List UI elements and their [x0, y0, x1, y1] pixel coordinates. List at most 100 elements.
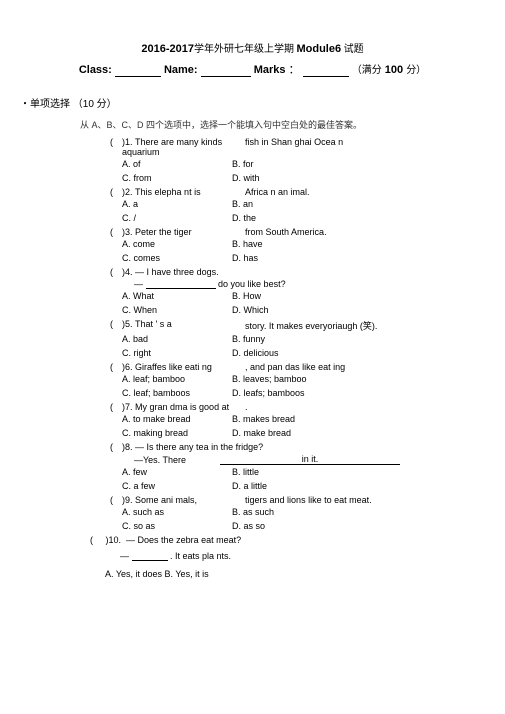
question-4: ( )4. — I have three dogs.: [110, 267, 455, 277]
paren: (: [110, 137, 122, 147]
opt-c: C. When: [122, 305, 232, 315]
opt-a: A. of: [122, 159, 232, 169]
fullmarks-num: 100: [385, 64, 403, 76]
q-num: )8.: [122, 442, 133, 452]
q-stem-c: aquarium: [122, 147, 455, 157]
opt-c: C. comes: [122, 253, 232, 263]
question-7: ( )7. My gran dma is good at .: [110, 402, 455, 412]
options-row: C. fromD. with: [122, 173, 455, 183]
question-10: ( )10. — Does the zebra eat meat?: [90, 535, 455, 545]
opt-d: D. with: [232, 173, 382, 183]
opt-b: B. little: [232, 467, 382, 477]
q-num: )3.: [122, 227, 133, 237]
dash: —: [120, 551, 129, 561]
q-num: )10.: [106, 535, 122, 545]
opt-d: D. leafs; bamboos: [232, 388, 382, 398]
options-row: C. a fewD. a little: [122, 481, 455, 491]
opt-d: D. the: [232, 213, 382, 223]
q-stem-a: — Is there any tea in the fridge?: [135, 442, 263, 452]
title-tail: 试题: [344, 44, 364, 55]
options-row: A. ofB. for: [122, 159, 455, 169]
blank-line: [146, 280, 216, 289]
opt-a: A. Yes, it does B. Yes, it is: [105, 569, 209, 579]
opt-d: D. Which: [232, 305, 382, 315]
class-blank: [115, 66, 161, 77]
opt-c: C. leaf; bamboos: [122, 388, 232, 398]
q-stem-b: fish in Shan ghai Ocea n: [245, 137, 343, 147]
section-instruction: 从 A、B、C、D 四个选项中，选择一个能填入句中空白处的最佳答案。: [80, 118, 455, 131]
name-blank: [201, 66, 251, 77]
blank-line: [132, 552, 168, 561]
question-2: ( )2. This elepha nt is Africa n an imal…: [110, 187, 455, 197]
opt-c: C. so as: [122, 521, 232, 531]
paren: (: [110, 267, 122, 277]
opt-b: B. funny: [232, 334, 382, 344]
q10-opts: A. Yes, it does B. Yes, it is: [105, 569, 455, 579]
opt-b: B. makes bread: [232, 414, 382, 424]
options-row: A. aB. an: [122, 199, 455, 209]
q-num: )1.: [122, 137, 133, 147]
opt-d: D. delicious: [232, 348, 382, 358]
options-row: A. badB. funny: [122, 334, 455, 344]
q4-sub: — do you like best?: [134, 279, 455, 289]
sub-a: —Yes. There: [134, 455, 220, 465]
opt-a: A. few: [122, 467, 232, 477]
q-stem-a: Giraffes like eati ng: [135, 362, 245, 372]
options-row: A. leaf; bambooB. leaves; bamboo: [122, 374, 455, 384]
q-num: )9.: [122, 495, 133, 505]
q-num: )5.: [122, 319, 133, 332]
marks-blank: [303, 66, 349, 77]
colon: ：: [289, 64, 300, 76]
question-6: ( )6. Giraffes like eati ng , and pan da…: [110, 362, 455, 372]
sub-b: in it.: [302, 454, 319, 464]
opt-a: A. bad: [122, 334, 232, 344]
sub-tail: do you like best?: [218, 279, 286, 289]
q-stem-a: Some ani mals,: [135, 495, 245, 505]
paren: (: [110, 319, 122, 329]
exam-title: 2016-2017学年外研七年级上学期 Module6 试题: [50, 40, 455, 55]
q-stem-a: My gran dma is good at: [135, 402, 245, 412]
options-row: A. to make breadB. makes bread: [122, 414, 455, 424]
paren: (: [110, 227, 122, 237]
options-row: C. leaf; bamboosD. leafs; bamboos: [122, 388, 455, 398]
q-stem-a: This elepha nt is: [135, 187, 245, 197]
opt-a: A. such as: [122, 507, 232, 517]
options-row: A. WhatB. How: [122, 291, 455, 301]
q-num: )7.: [122, 402, 133, 412]
opt-b: B. as such: [232, 507, 382, 517]
section-title: ・单项选择 （10 分）: [20, 95, 455, 110]
opt-a: A. come: [122, 239, 232, 249]
question-3: ( )3. Peter the tiger from South America…: [110, 227, 455, 237]
paren: (: [110, 187, 122, 197]
module: Module6: [296, 43, 341, 55]
opt-a: A. to make bread: [122, 414, 232, 424]
q10-sub: — . It eats pla nts.: [120, 551, 455, 561]
q-stem-a: That ' s a: [135, 319, 245, 332]
opt-c: C. a few: [122, 481, 232, 491]
opt-c: C. /: [122, 213, 232, 223]
q-stem-b: tigers and lions like to eat meat.: [245, 495, 372, 505]
q-num: )2.: [122, 187, 133, 197]
opt-a: A. leaf; bamboo: [122, 374, 232, 384]
opt-c: C. from: [122, 173, 232, 183]
q-stem-b: from South America.: [245, 227, 327, 237]
paren: (: [110, 495, 122, 505]
question-1: ( )1. There are many kinds fish in Shan …: [110, 137, 455, 157]
options-row: C. comesD. has: [122, 253, 455, 263]
header-fields: Class: Name: Marks ： （满分 100 分）: [50, 61, 455, 77]
blank-line: in it.: [220, 454, 400, 465]
options-row: C. rightD. delicious: [122, 348, 455, 358]
year: 2016-2017: [141, 43, 194, 55]
mid-text: 学年外研七年级上学期: [194, 44, 294, 55]
question-5: ( )5. That ' s a story. It makes everyor…: [110, 319, 455, 332]
q-stem-a: — I have three dogs.: [135, 267, 219, 277]
class-label: Class:: [79, 64, 112, 76]
opt-b: B. have: [232, 239, 382, 249]
options-row: C. making breadD. make bread: [122, 428, 455, 438]
paren: (: [110, 402, 122, 412]
opt-c: C. making bread: [122, 428, 232, 438]
dash: —: [134, 279, 143, 289]
question-9: ( )9. Some ani mals, tigers and lions li…: [110, 495, 455, 505]
q-stem-b: .: [245, 402, 248, 412]
sub-tail: . It eats pla nts.: [170, 551, 231, 561]
